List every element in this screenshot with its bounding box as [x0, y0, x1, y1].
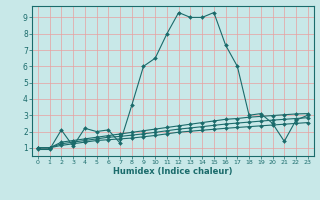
X-axis label: Humidex (Indice chaleur): Humidex (Indice chaleur) [113, 167, 233, 176]
